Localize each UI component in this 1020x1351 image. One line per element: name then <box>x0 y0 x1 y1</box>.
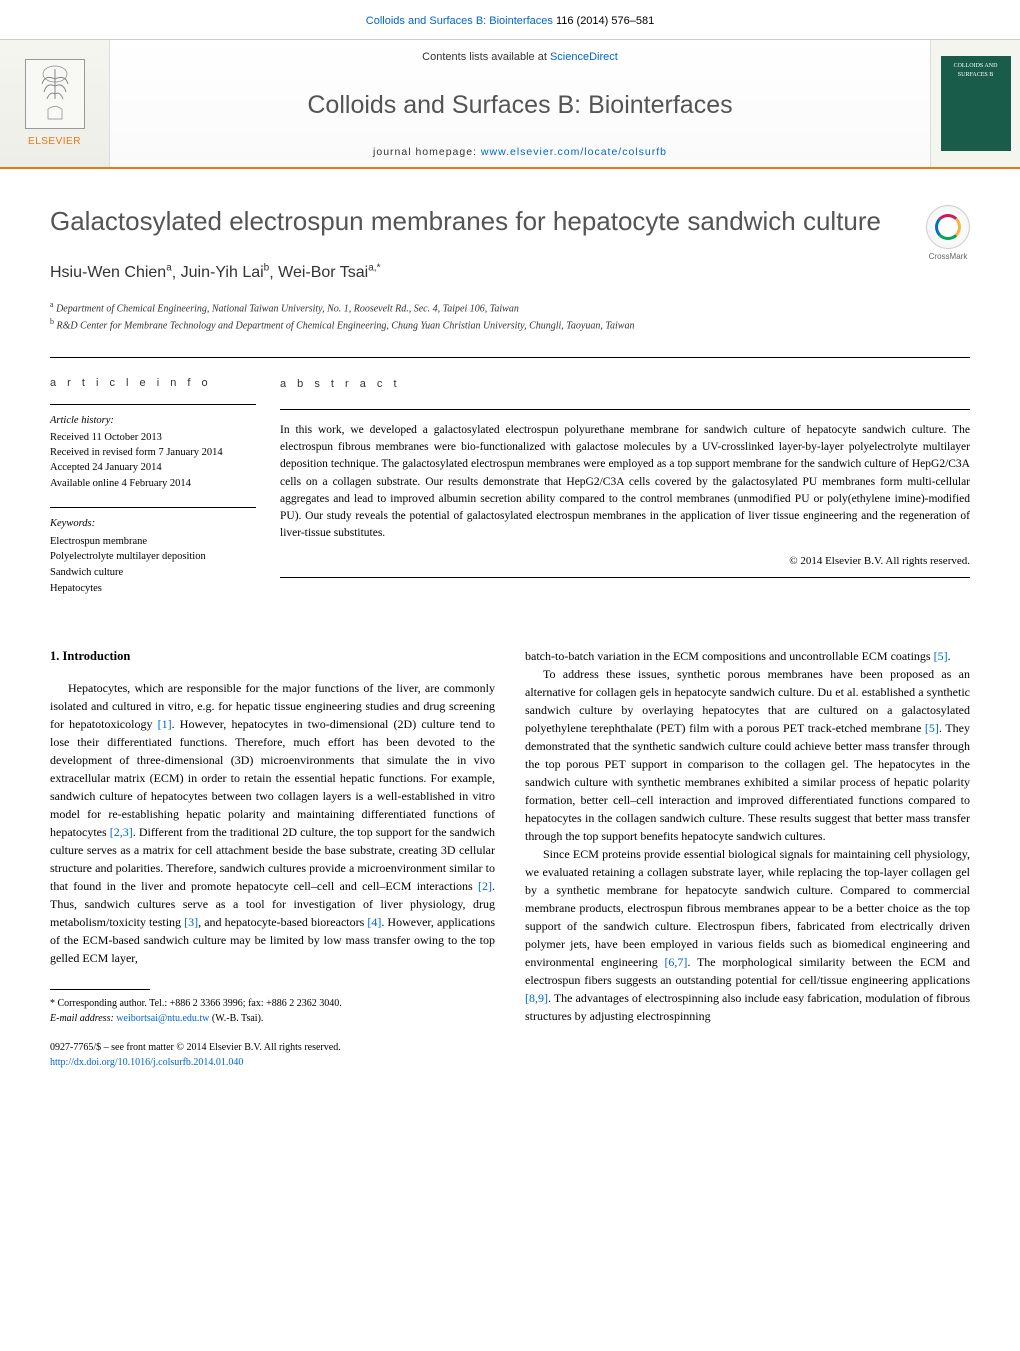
doi-link[interactable]: http://dx.doi.org/10.1016/j.colsurfb.201… <box>50 1057 243 1068</box>
abstract-rule <box>280 409 970 410</box>
info-rule <box>50 507 256 508</box>
email-link[interactable]: weibortsai@ntu.edu.tw <box>116 1013 209 1024</box>
top-citation-pages: 116 (2014) 576–581 <box>556 15 654 27</box>
body-paragraph: batch-to-batch variation in the ECM comp… <box>525 647 970 665</box>
abstract-copyright: © 2014 Elsevier B.V. All rights reserved… <box>280 553 970 570</box>
author: Hsiu-Wen Chiena <box>50 264 172 281</box>
ref-link[interactable]: [4] <box>367 915 381 929</box>
history-item: Accepted 24 January 2014 <box>50 460 256 475</box>
header-divider <box>50 357 970 358</box>
keywords-label: Keywords: <box>50 516 256 532</box>
corresponding-email-line: E-mail address: weibortsai@ntu.edu.tw (W… <box>50 1011 495 1026</box>
top-citation-journal[interactable]: Colloids and Surfaces B: Biointerfaces <box>366 15 553 27</box>
top-citation-link: Colloids and Surfaces B: Biointerfaces 1… <box>0 0 1020 39</box>
authors-line: Hsiu-Wen Chiena, Juin-Yih Laib, Wei-Bor … <box>50 262 970 285</box>
article-info-heading: a r t i c l e i n f o <box>50 376 256 391</box>
header-center: Contents lists available at ScienceDirec… <box>110 40 930 167</box>
ref-link[interactable]: [5] <box>934 649 948 663</box>
body-two-columns: 1. Introduction Hepatocytes, which are r… <box>0 647 1020 1027</box>
keyword: Polyelectrolyte multilayer deposition <box>50 549 256 565</box>
affiliation: a Department of Chemical Engineering, Na… <box>50 299 970 316</box>
abstract-text: In this work, we developed a galactosyla… <box>280 422 970 543</box>
section-heading: 1. Introduction <box>50 647 495 666</box>
journal-cover-thumbnail[interactable]: COLLOIDS AND SURFACES B <box>930 40 1020 167</box>
crossmark-icon <box>926 205 970 249</box>
sciencedirect-link[interactable]: ScienceDirect <box>550 51 618 63</box>
left-column: 1. Introduction Hepatocytes, which are r… <box>50 647 495 1027</box>
corresponding-author-footnote: * Corresponding author. Tel.: +886 2 336… <box>50 996 495 1026</box>
elsevier-logo[interactable]: ELSEVIER <box>0 40 110 167</box>
ref-link[interactable]: [6,7] <box>664 955 687 969</box>
abstract-heading: a b s t r a c t <box>280 376 970 393</box>
info-abstract-row: a r t i c l e i n f o Article history: R… <box>0 376 1020 612</box>
article-history-block: Article history: Received 11 October 201… <box>50 413 256 491</box>
article-title: Galactosylated electrospun membranes for… <box>50 205 970 238</box>
journal-homepage-line: journal homepage: www.elsevier.com/locat… <box>373 145 667 160</box>
email-label: E-mail address: <box>50 1013 114 1024</box>
author: Juin-Yih Laib <box>181 264 270 281</box>
body-paragraph: To address these issues, synthetic porou… <box>525 665 970 845</box>
keyword: Sandwich culture <box>50 565 256 581</box>
keyword: Electrospun membrane <box>50 534 256 550</box>
body-paragraph: Hepatocytes, which are responsible for t… <box>50 679 495 967</box>
article-info-column: a r t i c l e i n f o Article history: R… <box>50 376 280 612</box>
email-suffix: (W.-B. Tsai). <box>212 1013 264 1024</box>
history-label: Article history: <box>50 413 256 428</box>
history-item: Received in revised form 7 January 2014 <box>50 445 256 460</box>
body-paragraph: Since ECM proteins provide essential bio… <box>525 845 970 1025</box>
history-item: Received 11 October 2013 <box>50 430 256 445</box>
ref-link[interactable]: [2,3] <box>110 825 133 839</box>
corresponding-tel: * Corresponding author. Tel.: +886 2 336… <box>50 996 495 1011</box>
abstract-column: a b s t r a c t In this work, we develop… <box>280 376 970 612</box>
ref-link[interactable]: [1] <box>158 717 172 731</box>
footer-front-matter: 0927-7765/$ – see front matter © 2014 El… <box>50 1040 970 1055</box>
page-footer: 0927-7765/$ – see front matter © 2014 El… <box>0 1026 1020 1094</box>
elsevier-tree-icon <box>25 59 85 129</box>
contents-label: Contents lists available at <box>422 51 547 63</box>
ref-link[interactable]: [8,9] <box>525 991 548 1005</box>
keyword: Hepatocytes <box>50 581 256 597</box>
journal-header-bar: ELSEVIER Contents lists available at Sci… <box>0 39 1020 169</box>
footnote-separator <box>50 989 150 990</box>
cover-image-icon: COLLOIDS AND SURFACES B <box>941 56 1011 151</box>
author: Wei-Bor Tsaia,* <box>278 264 380 281</box>
keywords-block: Keywords: Electrospun membrane Polyelect… <box>50 516 256 597</box>
ref-link[interactable]: [3] <box>184 915 198 929</box>
crossmark-badge[interactable]: CrossMark <box>926 205 970 262</box>
article-header: Galactosylated electrospun membranes for… <box>0 169 1020 333</box>
right-column: batch-to-batch variation in the ECM comp… <box>525 647 970 1027</box>
affiliations: a Department of Chemical Engineering, Na… <box>50 299 970 334</box>
ref-link[interactable]: [5] <box>925 721 939 735</box>
journal-name: Colloids and Surfaces B: Biointerfaces <box>307 88 732 123</box>
homepage-label: journal homepage: <box>373 146 477 158</box>
crossmark-label: CrossMark <box>926 251 970 262</box>
affiliation: b R&D Center for Membrane Technology and… <box>50 316 970 333</box>
homepage-link[interactable]: www.elsevier.com/locate/colsurfb <box>481 146 667 158</box>
ref-link[interactable]: [2] <box>478 879 492 893</box>
info-rule <box>50 404 256 405</box>
elsevier-label: ELSEVIER <box>28 135 81 149</box>
contents-available-line: Contents lists available at ScienceDirec… <box>422 50 618 65</box>
history-item: Available online 4 February 2014 <box>50 476 256 491</box>
abstract-rule-bottom <box>280 577 970 578</box>
